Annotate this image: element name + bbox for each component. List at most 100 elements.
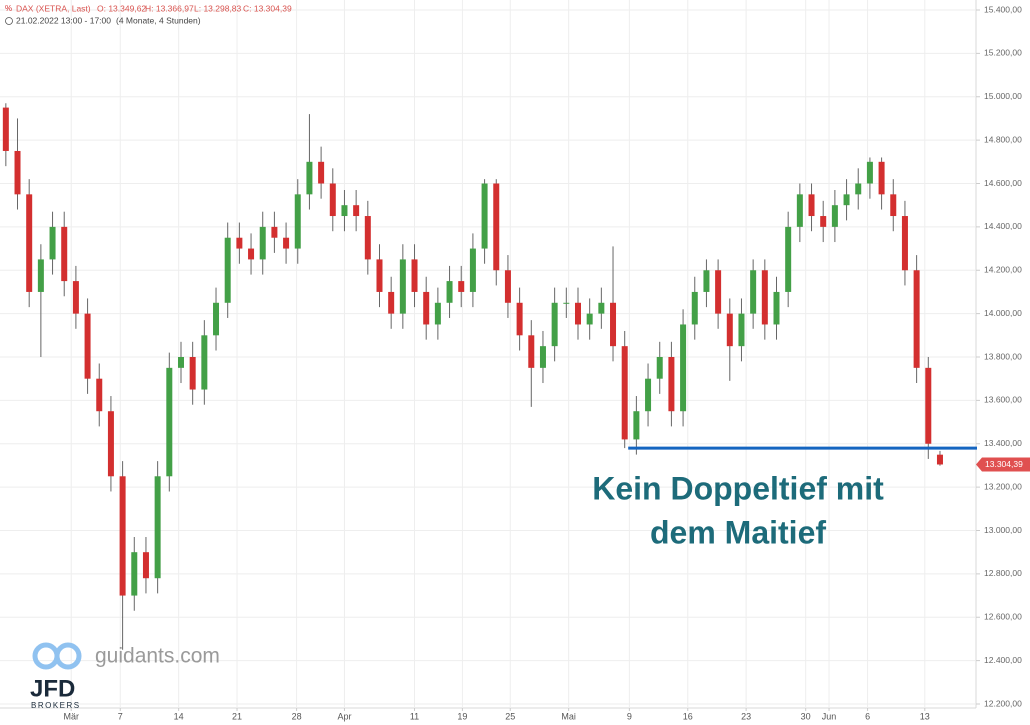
header: % DAX (XETRA, Last) O: 13.349,62 H: 13.3… <box>5 3 292 25</box>
candle-body <box>539 346 546 368</box>
y-tick-label: 13.600,00 <box>984 395 1022 405</box>
y-tick-label: 12.400,00 <box>984 655 1022 665</box>
candle-body <box>2 107 9 151</box>
header-icon: % <box>5 4 12 13</box>
annotation: Kein Doppeltief mit <box>592 470 884 506</box>
x-tick-label: 25 <box>505 711 515 721</box>
candle-body <box>831 205 838 227</box>
y-tick-label: 15.400,00 <box>984 4 1022 14</box>
candle-body <box>49 226 56 260</box>
symbol: DAX (XETRA, Last) <box>16 3 91 13</box>
candle-body <box>878 161 885 195</box>
x-tick-label: 28 <box>292 711 302 721</box>
candle-body <box>820 216 827 227</box>
candle-body <box>329 183 336 217</box>
x-tick-label: 7 <box>118 711 123 721</box>
x-tick-label: 30 <box>801 711 811 721</box>
candle-body <box>96 378 103 412</box>
y-tick-label: 14.600,00 <box>984 178 1022 188</box>
period: 21.02.2022 13:00 - 17:00 <box>16 15 111 25</box>
y-tick-label: 12.600,00 <box>984 612 1022 622</box>
y-tick-label: 14.800,00 <box>984 134 1022 144</box>
candle-body <box>189 357 196 390</box>
x-tick-label: 16 <box>683 711 693 721</box>
x-tick-label: 9 <box>627 711 632 721</box>
logo-ring <box>54 642 82 670</box>
candle-body <box>866 161 873 184</box>
candle-body <box>621 346 628 440</box>
y-tick-label: 13.200,00 <box>984 481 1022 491</box>
y-tick-label: 13.000,00 <box>984 525 1022 535</box>
candle-body <box>808 194 815 217</box>
candles <box>2 103 977 650</box>
candle-body <box>72 281 79 314</box>
x-tick-label: 21 <box>232 711 242 721</box>
candle-body <box>107 411 114 477</box>
candle-body <box>306 161 313 195</box>
candle-body <box>469 248 476 292</box>
candle-body <box>177 357 184 368</box>
y-tick-label: 14.400,00 <box>984 221 1022 231</box>
candle-body <box>458 281 465 292</box>
x-tick-label: Apr <box>337 711 351 721</box>
candle-body <box>84 313 91 379</box>
candle-body <box>715 270 722 314</box>
candle-body <box>364 216 371 260</box>
candle-body <box>37 259 44 292</box>
candle-body <box>341 205 348 217</box>
watermark-sub: BROKERS <box>31 701 81 710</box>
x-tick-label: 14 <box>174 711 184 721</box>
candle-body <box>680 324 687 412</box>
candle-body <box>14 150 21 195</box>
candle-body <box>131 552 138 596</box>
candle-body <box>236 237 243 249</box>
annotation: dem Maitief <box>650 514 826 550</box>
candle-body <box>610 302 617 347</box>
y-tick-label: 13.400,00 <box>984 438 1022 448</box>
candle-body <box>61 226 68 282</box>
candle-body <box>283 237 290 249</box>
candle-body <box>703 270 710 292</box>
candle-body <box>855 183 862 195</box>
candle-body <box>224 237 231 303</box>
candle-body <box>890 194 897 217</box>
y-tick-label: 15.000,00 <box>984 91 1022 101</box>
candle-body <box>399 259 406 314</box>
candle-body <box>901 216 908 271</box>
candle-body <box>586 313 593 325</box>
candle-body <box>119 476 126 596</box>
candle-body <box>913 270 920 368</box>
x-tick-label: Mai <box>561 711 576 721</box>
candle-body <box>376 259 383 292</box>
candle-body <box>504 270 511 303</box>
candle-body <box>271 226 278 238</box>
last-price-tag <box>976 457 1030 472</box>
candle-body <box>750 270 757 314</box>
x-tick-label: 13 <box>920 711 930 721</box>
candle-body <box>528 335 535 368</box>
candle-body <box>691 291 698 325</box>
ohlc-close: C: 13.304,39 <box>243 3 292 13</box>
last-price-label: 13.304,39 <box>985 459 1023 469</box>
candle-body <box>843 194 850 206</box>
candle-body <box>411 259 418 292</box>
candle-body <box>493 183 500 271</box>
watermark: guidants.com JFD BROKERS <box>30 642 220 710</box>
y-tick-label: 14.200,00 <box>984 265 1022 275</box>
candle-body <box>446 281 453 303</box>
watermark-site: guidants.com <box>95 645 220 668</box>
y-tick-label: 13.800,00 <box>984 351 1022 361</box>
y-tick-label: 12.800,00 <box>984 568 1022 578</box>
candle-body <box>785 226 792 292</box>
ohlc-low: L: 13.298,83 <box>194 3 242 13</box>
candle-body <box>551 302 558 347</box>
y-tick-label: 12.200,00 <box>984 698 1022 708</box>
candle-body <box>598 302 605 314</box>
x-tick-label: 23 <box>741 711 751 721</box>
candle-body <box>142 552 149 579</box>
candle-body <box>574 302 581 325</box>
clock-icon <box>5 17 13 25</box>
candle-body <box>796 194 803 227</box>
candle-body <box>645 378 652 412</box>
